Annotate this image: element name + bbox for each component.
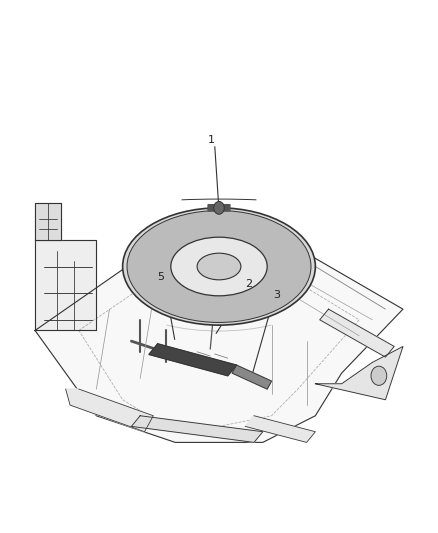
Text: 1: 1: [208, 135, 215, 144]
Polygon shape: [320, 309, 394, 357]
Polygon shape: [131, 416, 263, 442]
Polygon shape: [232, 365, 272, 389]
Polygon shape: [149, 344, 237, 376]
Polygon shape: [35, 203, 61, 240]
Ellipse shape: [123, 208, 315, 325]
Text: 3: 3: [273, 290, 280, 300]
Ellipse shape: [171, 237, 267, 296]
Polygon shape: [66, 389, 153, 432]
Ellipse shape: [197, 253, 241, 280]
Text: 2: 2: [245, 279, 252, 289]
Polygon shape: [35, 240, 96, 330]
Circle shape: [214, 201, 224, 214]
FancyArrow shape: [208, 203, 223, 213]
Polygon shape: [35, 203, 403, 442]
Polygon shape: [315, 346, 403, 400]
Polygon shape: [245, 416, 315, 442]
Circle shape: [371, 366, 387, 385]
Ellipse shape: [127, 211, 311, 322]
FancyArrow shape: [215, 203, 230, 213]
Text: 5: 5: [158, 272, 165, 282]
